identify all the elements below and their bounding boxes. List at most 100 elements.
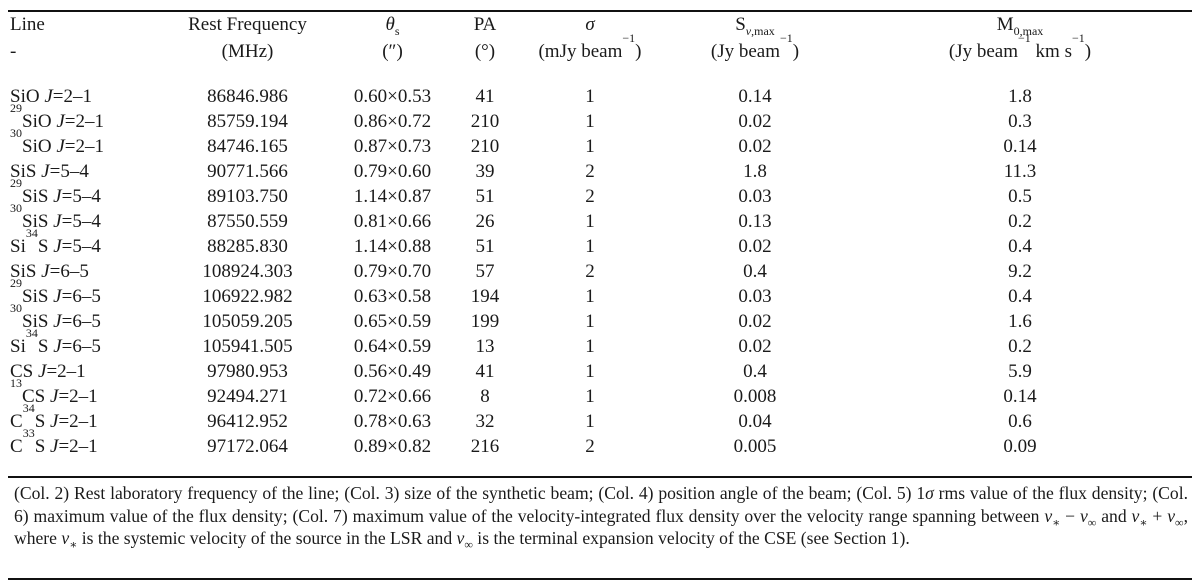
table-row: 30SiO J=2–1 84746.165 0.87×0.73 210 1 0.02 0.1… [10,125,1190,159]
cell-smax: 0.03 [738,185,772,207]
cell-m0max: 1.8 [1008,85,1032,107]
col-beam-unit: (″) [382,41,403,62]
cell-position-angle: 39 [475,160,495,182]
cell-line: 29SiS J=6–5 [10,275,101,307]
table-row: 30SiS J=6–5 105059.205 0.65×0.59 199 1 0.02 1.… [10,300,1190,334]
cell-beam-size: 0.81×0.66 [353,210,432,232]
cell-position-angle: 26 [475,210,495,232]
cell-frequency: 97980.953 [207,360,288,382]
cell-line: SiS J=6–5 [10,260,89,282]
cell-beam-size: 0.86×0.72 [353,110,432,132]
cell-beam-size: 0.64×0.59 [353,335,432,357]
table-bottom-rule [8,476,1192,478]
cell-sigma: 1 [585,85,595,107]
cell-smax: 0.04 [738,410,772,432]
cell-position-angle: 199 [470,310,500,332]
cell-line: 30SiS J=5–4 [10,200,101,232]
cell-beam-size: 0.87×0.73 [353,135,432,157]
cell-m0max: 0.4 [1008,235,1032,257]
cell-position-angle: 41 [475,85,495,107]
col-pa-unit: (°) [474,41,496,62]
cell-frequency: 105941.505 [202,335,293,357]
cell-m0max: 5.9 [1008,360,1032,382]
cell-m0max: 0.14 [1003,135,1037,157]
cell-line: C34S J=2–1 [10,400,98,432]
cell-frequency: 96412.952 [207,410,288,432]
col-smax-unit: (Jy beam−1) [710,31,800,62]
cell-beam-size: 0.56×0.49 [353,360,432,382]
cell-line: Si34S J=6–5 [10,325,101,357]
cell-frequency: 86846.986 [207,85,288,107]
cell-line: C33S J=2–1 [10,425,98,457]
cell-position-angle: 41 [475,360,495,382]
note-bottom-rule [8,578,1192,580]
col-freq-header: Rest Frequency [188,14,307,35]
col-beam-header: θs [385,14,400,38]
cell-m0max: 0.2 [1008,210,1032,232]
cell-position-angle: 13 [475,335,495,357]
table-top-rule [8,10,1192,12]
cell-sigma: 1 [585,310,595,332]
col-line-header: Line [10,14,45,35]
cell-sigma: 2 [585,160,595,182]
cell-smax: 0.008 [733,385,777,407]
cell-sigma: 1 [585,385,595,407]
cell-frequency: 106922.982 [202,285,293,307]
cell-line: 30SiS J=6–5 [10,300,101,332]
cell-position-angle: 194 [470,285,500,307]
cell-smax: 0.02 [738,310,772,332]
cell-frequency: 97172.064 [207,435,288,457]
cell-line: SiS J=5–4 [10,160,89,182]
cell-m0max: 0.6 [1008,410,1032,432]
cell-sigma: 2 [585,435,595,457]
cell-beam-size: 1.14×0.87 [353,185,432,207]
cell-frequency: 92494.271 [207,385,288,407]
header-row-units: - (MHz) (″) (°) (mJy beam−1) (Jy beam−1)… [10,31,1190,68]
cell-sigma: 1 [585,135,595,157]
cell-m0max: 0.5 [1008,185,1032,207]
line-parameters-table: Line Rest Frequency θs PA σ Sν,max M0,ma… [10,14,1190,459]
table-row: CS J=2–1 97980.953 0.56×0.49 41 1 0.4 5.9 [10,359,1190,384]
table-row: Si34S J=6–5 105941.505 0.64×0.59 13 1 0.02 0.2 [10,325,1190,359]
cell-position-angle: 51 [475,235,495,257]
cell-smax: 0.03 [738,285,772,307]
table-row: C34S J=2–1 96412.952 0.78×0.63 32 1 0.04 0.6 [10,400,1190,434]
table-row: 29SiS J=5–4 89103.750 1.14×0.87 51 2 0.03 0.5 [10,175,1190,209]
cell-beam-size: 0.65×0.59 [353,310,432,332]
cell-frequency: 105059.205 [202,310,293,332]
cell-position-angle: 51 [475,185,495,207]
cell-line: 29SiS J=5–4 [10,175,101,207]
cell-smax: 0.4 [743,260,767,282]
cell-smax: 0.005 [733,435,777,457]
cell-line: Si34S J=5–4 [10,225,101,257]
cell-position-angle: 216 [470,435,500,457]
cell-smax: 0.4 [743,360,767,382]
cell-beam-size: 0.60×0.53 [353,85,432,107]
cell-m0max: 0.14 [1003,385,1037,407]
col-sigma-header: σ [585,14,595,35]
table-row: SiO J=2–1 86846.986 0.60×0.53 41 1 0.14 1.8 [10,84,1190,109]
cell-smax: 0.02 [738,135,772,157]
col-line-unit: - [10,41,17,62]
cell-line: 30SiO J=2–1 [10,125,104,157]
cell-frequency: 87550.559 [207,210,288,232]
cell-sigma: 1 [585,360,595,382]
cell-line: 29SiO J=2–1 [10,100,104,132]
cell-smax: 0.02 [738,335,772,357]
table-row: Si34S J=5–4 88285.830 1.14×0.88 51 1 0.02 0.4 [10,225,1190,259]
cell-position-angle: 32 [475,410,495,432]
cell-beam-size: 0.72×0.66 [353,385,432,407]
cell-m0max: 0.09 [1003,435,1037,457]
table-row: C33S J=2–1 97172.064 0.89×0.82 216 2 0.005 0.0… [10,425,1190,459]
col-freq-unit: (MHz) [221,41,274,62]
cell-position-angle: 210 [470,110,500,132]
col-sigma-unit: (mJy beam−1) [538,31,642,62]
cell-sigma: 1 [585,335,595,357]
cell-frequency: 84746.165 [207,135,288,157]
cell-frequency: 85759.194 [207,110,288,132]
col-m0max-unit: (Jy beam−1 km s−1) [948,31,1092,62]
table-row: SiS J=6–5 108924.303 0.79×0.70 57 2 0.4 9.2 [10,259,1190,284]
cell-m0max: 0.2 [1008,335,1032,357]
cell-line: SiO J=2–1 [10,85,92,107]
cell-beam-size: 0.63×0.58 [353,285,432,307]
